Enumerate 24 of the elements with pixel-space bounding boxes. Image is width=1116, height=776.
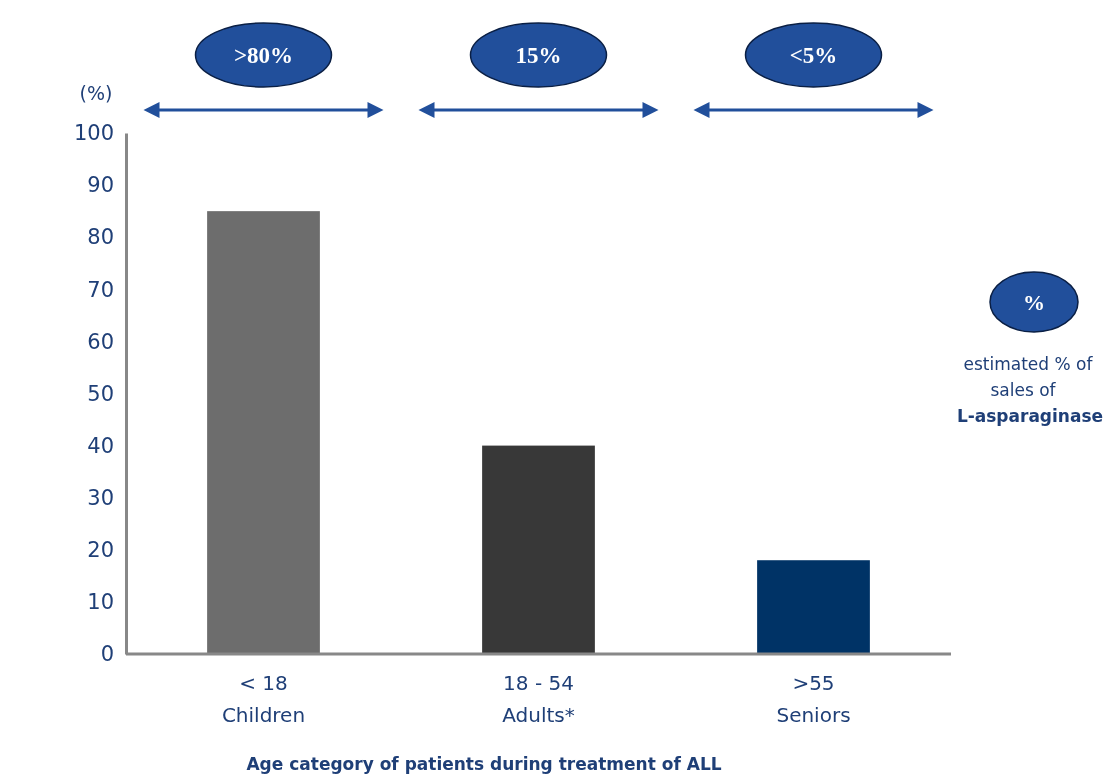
y-tick-label: 70 xyxy=(87,277,114,302)
y-tick-label: 20 xyxy=(87,538,114,563)
y-tick-label: 10 xyxy=(87,590,114,615)
y-tick-label: 50 xyxy=(87,381,114,406)
bar xyxy=(207,211,320,654)
y-tick-label: 60 xyxy=(87,329,114,354)
text: >80% xyxy=(233,43,294,69)
text: estimated % of sales of L-asparaginase xyxy=(956,354,1104,426)
x-tick-label: >55 Seniors xyxy=(776,671,851,727)
text: <5% xyxy=(789,43,838,69)
bar xyxy=(482,445,595,654)
x-tick-label: 18 - 54 Adults* xyxy=(502,671,575,727)
y-tick-label: 90 xyxy=(87,173,114,198)
bar xyxy=(757,560,870,654)
y-tick-label: 100 xyxy=(73,121,114,146)
y-axis-title: (%) xyxy=(79,82,113,104)
x-axis-title: Age category of patients during treatment of ALL xyxy=(246,754,722,774)
y-tick-label: 80 xyxy=(87,225,114,250)
y-tick-label: 30 xyxy=(87,485,114,510)
x-tick-label: < 18 Children xyxy=(221,671,306,727)
y-tick-label: 0 xyxy=(100,642,114,667)
text: % xyxy=(1023,289,1045,315)
text: 15% xyxy=(515,43,562,69)
y-tick-label: 40 xyxy=(87,433,114,458)
